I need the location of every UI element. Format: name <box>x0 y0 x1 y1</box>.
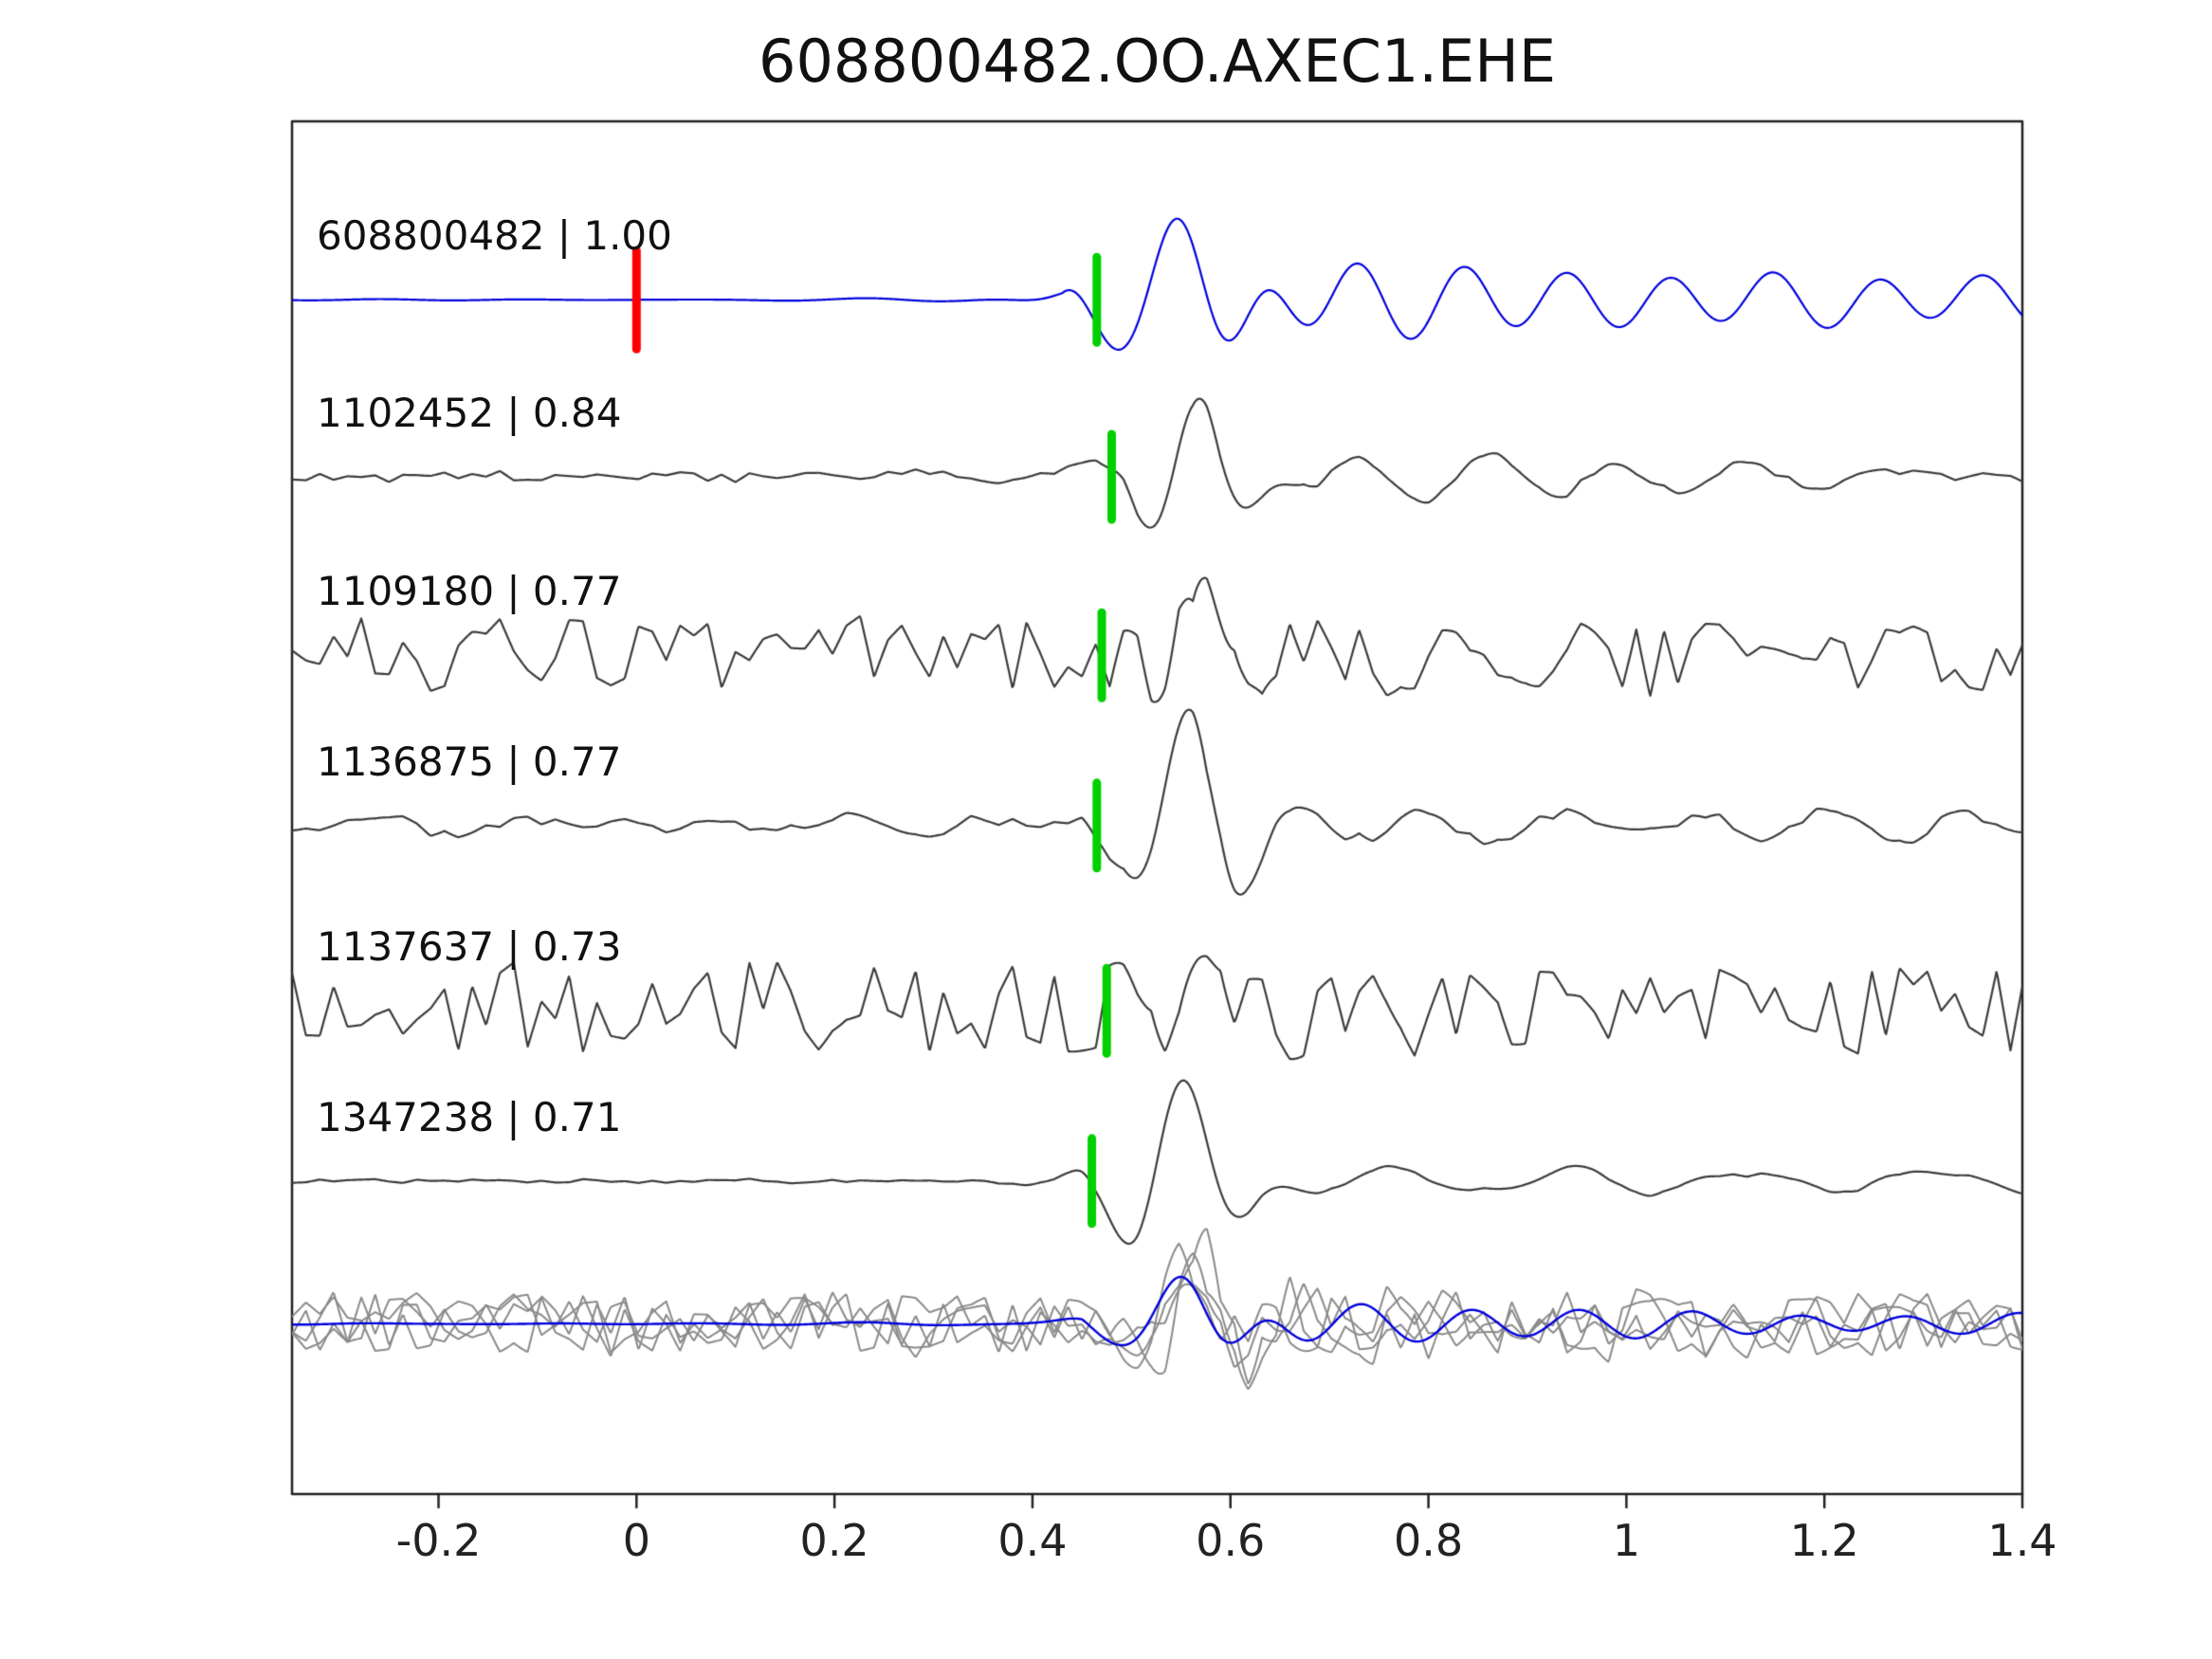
trace-label-1102452: 1102452 | 0.84 <box>317 390 622 437</box>
trace-label-608800482: 608800482 | 1.00 <box>317 212 672 260</box>
x-tick-label-1.4: 1.4 <box>1987 1515 2057 1566</box>
x-tick-label-1: 1 <box>1612 1515 1641 1566</box>
x-tick-label-0.6: 0.6 <box>1196 1515 1266 1566</box>
x-tick-label-0.8: 0.8 <box>1393 1515 1464 1566</box>
x-tick-label-0: 0 <box>622 1515 650 1566</box>
trace-label-1109180: 1109180 | 0.77 <box>317 568 622 615</box>
x-tick-label-1.2: 1.2 <box>1789 1515 1859 1566</box>
x-tick-label-0.4: 0.4 <box>997 1515 1068 1566</box>
trace-label-1137637: 1137637 | 0.73 <box>317 923 622 971</box>
x-tick-label--0.2: -0.2 <box>395 1515 482 1566</box>
x-tick-label-0.2: 0.2 <box>799 1515 869 1566</box>
trace-label-1136875: 1136875 | 0.77 <box>317 738 622 785</box>
trace-label-1347238: 1347238 | 0.71 <box>317 1093 622 1140</box>
